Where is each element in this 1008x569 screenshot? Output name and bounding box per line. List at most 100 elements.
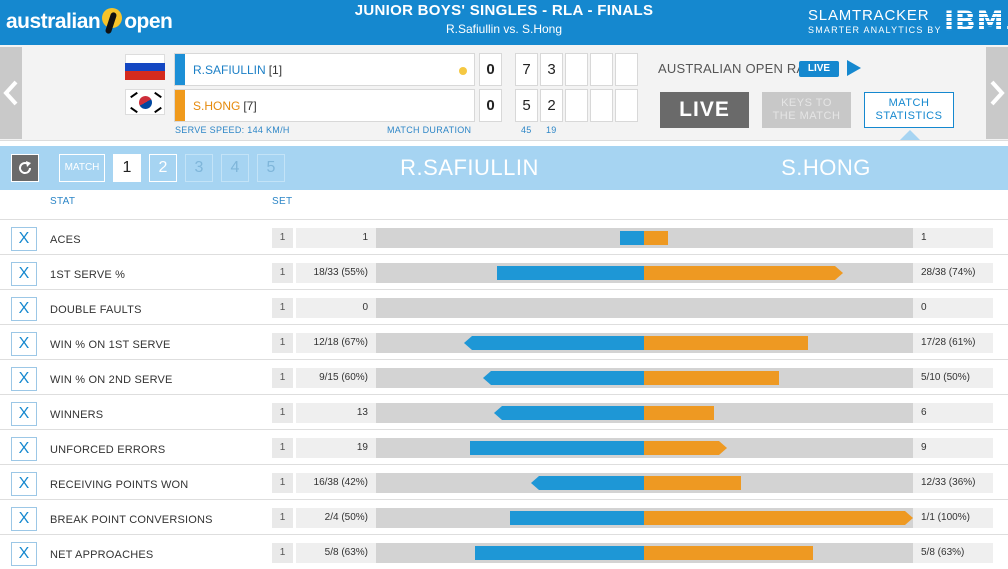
stat-label: WINNERS <box>50 409 104 421</box>
player1-stat-track <box>376 333 644 353</box>
remove-stat-button[interactable]: X <box>11 262 37 286</box>
set-3-button[interactable]: 3 <box>185 154 213 182</box>
player2-stat-bar <box>644 266 843 280</box>
player1-name[interactable]: R.SAFIULLIN [1] <box>193 63 282 77</box>
player1-stat-value: 12/18 (67%) <box>296 333 376 353</box>
stat-set-number: 1 <box>272 333 293 353</box>
player2-stat-bar <box>644 546 813 560</box>
play-icon[interactable] <box>847 60 861 76</box>
remove-stat-button[interactable]: X <box>11 542 37 566</box>
australian-open-logo[interactable]: australian open <box>6 4 173 40</box>
player1-stat-value: 13 <box>296 403 376 423</box>
previous-match-button[interactable] <box>0 47 22 139</box>
radio-label[interactable]: AUSTRALIAN OPEN RADIO <box>658 61 830 76</box>
remove-stat-button[interactable]: X <box>11 507 37 531</box>
player1-stat-bar <box>494 406 644 420</box>
player2-stat-bar <box>644 371 779 385</box>
player1-stat-bar <box>464 336 644 350</box>
player2-name[interactable]: S.HONG [7] <box>193 99 257 113</box>
stat-label: BREAK POINT CONVERSIONS <box>50 514 213 526</box>
player2-stat-track <box>644 298 913 318</box>
player2-set1: 5 <box>515 89 538 122</box>
player2-stat-track <box>644 263 913 283</box>
russia-flag-icon <box>125 54 165 80</box>
match-statistics-button[interactable]: MATCH STATISTICS <box>864 92 954 128</box>
match-filter-button[interactable]: MATCH <box>59 154 105 182</box>
divider <box>295 292 296 336</box>
stat-set-number: 1 <box>272 263 293 283</box>
player2-seed: [7] <box>243 99 257 113</box>
top-header: australian open JUNIOR BOYS' SINGLES - R… <box>0 0 1008 45</box>
set-5-button[interactable]: 5 <box>257 154 285 182</box>
stats-button-line1: MATCH <box>888 97 930 109</box>
player1-stat-track <box>376 403 644 423</box>
ibm-logo-text: IBM. <box>944 6 1008 37</box>
player2-stat-value: 1 <box>913 228 993 248</box>
stat-label: RECEIVING POINTS WON <box>50 479 189 491</box>
player1-stat-value: 0 <box>296 298 376 318</box>
set-4-button[interactable]: 4 <box>221 154 249 182</box>
player1-stat-track <box>376 543 644 563</box>
player1-stat-value: 16/38 (42%) <box>296 473 376 493</box>
remove-stat-button[interactable]: X <box>11 332 37 356</box>
player1-stat-track <box>376 473 644 493</box>
stat-set-number: 1 <box>272 508 293 528</box>
player1-stat-value: 19 <box>296 438 376 458</box>
active-tab-pointer <box>900 130 920 140</box>
set-2-button[interactable]: 2 <box>149 154 177 182</box>
slamtracker-brand: SLAMTRACKER SMARTER ANALYTICS BY <box>808 7 942 35</box>
player2-game-score: 0 <box>479 89 502 122</box>
player1-stat-value: 1 <box>296 228 376 248</box>
stat-label: NET APPROACHES <box>50 549 154 561</box>
player-silhouette-icon <box>101 5 123 39</box>
player1-name-text: R.SAFIULLIN <box>193 63 266 77</box>
stat-label: 1ST SERVE % <box>50 269 126 281</box>
player1-column-header: R.SAFIULLIN <box>400 155 539 180</box>
player2-stat-track <box>644 438 913 458</box>
player1-stat-track <box>376 263 644 283</box>
keys-to-the-match-button[interactable]: KEYS TO THE MATCH <box>762 92 851 128</box>
remove-stat-button[interactable]: X <box>11 297 37 321</box>
remove-stat-button[interactable]: X <box>11 437 37 461</box>
player1-stat-track <box>376 228 644 248</box>
player2-stat-bar <box>644 476 741 490</box>
next-match-button[interactable] <box>986 47 1008 139</box>
player1-stat-value: 2/4 (50%) <box>296 508 376 528</box>
player2-stat-value: 12/33 (36%) <box>913 473 993 493</box>
keys-button-line2: THE MATCH <box>772 110 841 122</box>
refresh-button[interactable] <box>11 154 39 182</box>
player2-stat-track <box>644 473 913 493</box>
stat-row: X 1ST SERVE % 1 18/33 (55%) 28/38 (74%) <box>0 254 1008 289</box>
remove-stat-button[interactable]: X <box>11 227 37 251</box>
stat-row: X WINNERS 1 13 6 <box>0 394 1008 429</box>
stat-row: X ACES 1 1 1 <box>0 219 1008 254</box>
stat-set-number: 1 <box>272 403 293 423</box>
live-button[interactable]: LIVE <box>660 92 749 128</box>
stat-row: X UNFORCED ERRORS 1 19 9 <box>0 429 1008 464</box>
player1-set1: 7 <box>515 53 538 86</box>
set-1-button[interactable]: 1 <box>113 154 141 182</box>
player2-stat-track <box>644 403 913 423</box>
remove-stat-button[interactable]: X <box>11 402 37 426</box>
player1-stat-bar <box>531 476 644 490</box>
refresh-icon <box>19 161 32 174</box>
remove-stat-button[interactable]: X <box>11 367 37 391</box>
logo-text-left: australian <box>6 10 101 33</box>
player2-stat-value: 0 <box>913 298 993 318</box>
stat-set-number: 1 <box>272 228 293 248</box>
serve-speed: SERVE SPEED: 144 KM/H <box>175 125 290 135</box>
player2-stat-bar <box>644 406 714 420</box>
match-subtitle: R.Safiullin vs. S.Hong <box>445 22 563 36</box>
player2-stat-track <box>644 368 913 388</box>
player2-set2: 2 <box>540 89 563 122</box>
player2-stat-bar <box>644 511 913 525</box>
player1-stat-value: 9/15 (60%) <box>296 368 376 388</box>
stat-label: UNFORCED ERRORS <box>50 444 166 456</box>
remove-stat-button[interactable]: X <box>11 472 37 496</box>
player1-stat-track <box>376 298 644 318</box>
stat-label: ACES <box>50 234 81 246</box>
radio-live-badge[interactable]: LIVE <box>799 61 839 77</box>
stat-set-number: 1 <box>272 473 293 493</box>
stat-label: DOUBLE FAULTS <box>50 304 142 316</box>
player2-color-tag <box>175 90 185 121</box>
